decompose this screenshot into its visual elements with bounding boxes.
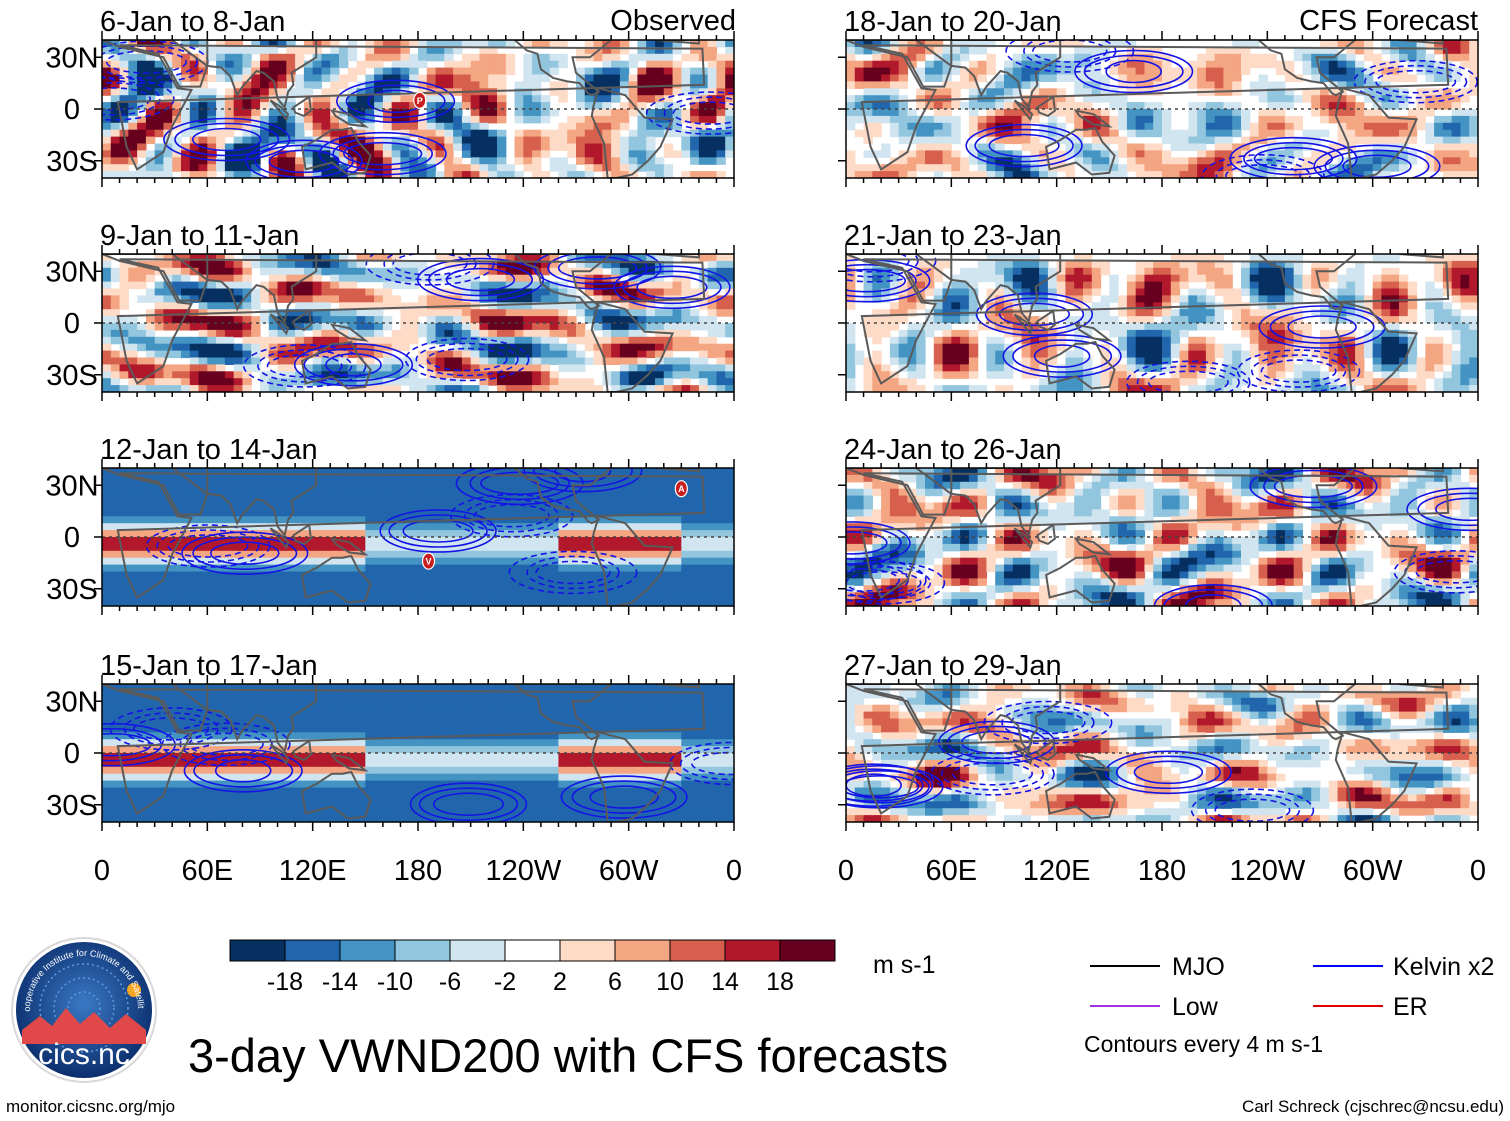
legend-er-label: ER bbox=[1393, 993, 1428, 1021]
y-tick-label: 30N bbox=[45, 686, 98, 718]
colorbar-swatch bbox=[504, 939, 561, 962]
legend-kelvin-label: Kelvin x2 bbox=[1393, 953, 1494, 981]
observed-column-label: Observed bbox=[610, 5, 736, 37]
colorbar-tick-label: 14 bbox=[711, 968, 739, 996]
panel-fcst-1: 18-Jan to 20-Jan bbox=[838, 6, 1479, 187]
y-tick-label: 0 bbox=[64, 738, 80, 770]
colorbar-tick-label: 18 bbox=[766, 968, 794, 996]
y-tick-label: 30S bbox=[46, 574, 98, 606]
colorbar-swatch bbox=[559, 939, 616, 962]
figure-title: 3-day VWND200 with CFS forecasts bbox=[188, 1029, 948, 1082]
continent-outlines bbox=[102, 254, 706, 392]
x-tick-label: 0 bbox=[1470, 855, 1486, 887]
continent-outlines bbox=[846, 468, 1450, 606]
x-tick-label: 0 bbox=[94, 855, 110, 887]
legend-mjo-label: MJO bbox=[1172, 953, 1225, 981]
y-tick-label: 0 bbox=[64, 522, 80, 554]
wave-legend: MJO Kelvin x2 Low ER Contours every 4 m … bbox=[1084, 953, 1494, 1057]
x-tick-label: 0 bbox=[838, 855, 854, 887]
x-tick-label: 180 bbox=[1138, 855, 1186, 887]
y-tick-label: 30N bbox=[45, 42, 98, 74]
y-tick-label: 30S bbox=[46, 146, 98, 178]
panel-period-label: 12-Jan to 14-Jan bbox=[100, 434, 318, 466]
colorbar-tick-label: -6 bbox=[439, 968, 461, 996]
colorbar-tick-label: -2 bbox=[494, 968, 516, 996]
colorbar: -18 -14 -10 -6 -2 2 6 10 14 18 bbox=[229, 939, 836, 996]
y-tick-label: 30S bbox=[46, 790, 98, 822]
storm-marker bbox=[413, 91, 427, 109]
continent-outlines bbox=[846, 40, 1450, 178]
storm-marker-label: V bbox=[426, 557, 432, 567]
colorbar-swatch bbox=[394, 939, 451, 962]
y-tick-label: 30S bbox=[46, 360, 98, 392]
continent-outlines bbox=[846, 254, 1450, 392]
contour-note: Contours every 4 m s-1 bbox=[1084, 1031, 1323, 1057]
panel-fcst-2: 21-Jan to 23-Jan bbox=[838, 220, 1479, 401]
colorbar-swatch bbox=[779, 939, 836, 962]
continent-outlines bbox=[102, 684, 706, 822]
panel-period-label: 6-Jan to 8-Jan bbox=[100, 6, 285, 38]
panel-fcst-3: 24-Jan to 26-Jan bbox=[838, 434, 1479, 615]
y-tick-label: 0 bbox=[64, 308, 80, 340]
colorbar-swatch bbox=[449, 939, 506, 962]
x-tick-label: 120W bbox=[1229, 855, 1305, 887]
storm-marker-label: A bbox=[678, 484, 685, 494]
panel-period-label: 27-Jan to 29-Jan bbox=[844, 650, 1062, 682]
colorbar-swatch bbox=[284, 939, 341, 962]
panel-fcst-4: 27-Jan to 29-Jan bbox=[838, 650, 1479, 831]
colorbar-tick-label: -18 bbox=[267, 968, 303, 996]
x-tick-label: 0 bbox=[726, 855, 742, 887]
x-tick-label: 60W bbox=[1343, 855, 1403, 887]
colorbar-swatch bbox=[669, 939, 726, 962]
continent-outlines bbox=[102, 40, 706, 178]
colorbar-tick-label: -10 bbox=[377, 968, 413, 996]
continent-outlines bbox=[102, 468, 706, 606]
storm-marker bbox=[421, 552, 436, 570]
colorbar-tick-label: 2 bbox=[553, 968, 567, 996]
colorbar-swatch bbox=[724, 939, 781, 962]
panel-period-label: 21-Jan to 23-Jan bbox=[844, 220, 1062, 252]
storm-marker bbox=[674, 480, 688, 498]
y-tick-label: 0 bbox=[64, 94, 80, 126]
x-tick-label: 60W bbox=[599, 855, 659, 887]
source-url: monitor.cicsnc.org/mjo bbox=[6, 1097, 175, 1116]
x-tick-label: 120E bbox=[1023, 855, 1091, 887]
colorbar-swatch bbox=[614, 939, 671, 962]
wave-contours bbox=[243, 254, 731, 388]
logo-text: cics.nc bbox=[38, 1038, 130, 1071]
x-tick-label: 180 bbox=[394, 855, 442, 887]
credit: Carl Schreck (cjschrec@ncsu.edu) bbox=[1242, 1097, 1504, 1116]
panel-period-label: 24-Jan to 26-Jan bbox=[844, 434, 1062, 466]
x-tick-label: 60E bbox=[926, 855, 978, 887]
colorbar-swatch bbox=[229, 939, 286, 962]
panel-period-label: 15-Jan to 17-Jan bbox=[100, 650, 318, 682]
units-label: m s-1 bbox=[873, 951, 936, 979]
wave-contours bbox=[965, 40, 1478, 178]
vwnd-shading bbox=[846, 468, 1478, 606]
x-tick-label: 60E bbox=[182, 855, 234, 887]
legend-low-label: Low bbox=[1172, 993, 1219, 1021]
wave-contours bbox=[846, 254, 1386, 392]
colorbar-tick-label: 6 bbox=[608, 968, 622, 996]
colorbar-tick-label: -14 bbox=[322, 968, 358, 996]
x-tick-label: 120W bbox=[485, 855, 561, 887]
colorbar-swatch bbox=[339, 939, 396, 962]
y-tick-label: 30N bbox=[45, 470, 98, 502]
forecast-column-label: CFS Forecast bbox=[1299, 5, 1478, 37]
colorbar-tick-label: 10 bbox=[656, 968, 684, 996]
panel-period-label: 9-Jan to 11-Jan bbox=[100, 220, 299, 252]
y-tick-label: 30N bbox=[45, 256, 98, 288]
storm-marker-label: P bbox=[417, 96, 423, 106]
continent-outlines bbox=[846, 684, 1450, 822]
panel-period-label: 18-Jan to 20-Jan bbox=[844, 6, 1062, 38]
x-tick-label: 120E bbox=[279, 855, 347, 887]
